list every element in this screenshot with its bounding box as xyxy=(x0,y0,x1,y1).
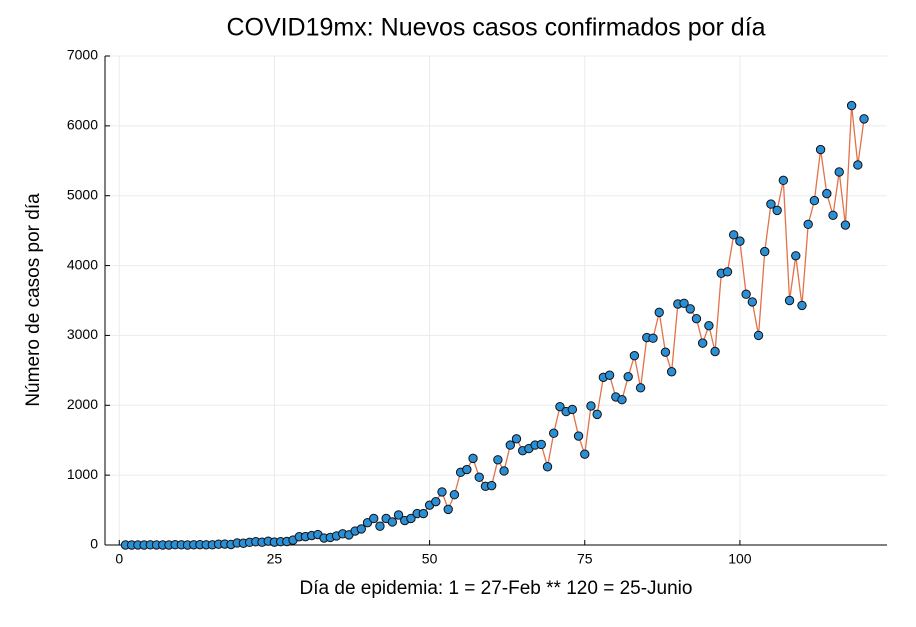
y-tick-label: 7000 xyxy=(67,47,98,63)
data-point xyxy=(635,383,646,393)
x-axis-label: Día de epidemia: 1 = 27-Feb ** 120 = 25-… xyxy=(300,578,693,599)
data-point xyxy=(853,160,863,170)
data-point xyxy=(822,188,832,199)
data-point xyxy=(685,304,695,314)
y-tick-label: 0 xyxy=(90,536,98,552)
data-point xyxy=(505,440,515,450)
data-point xyxy=(648,333,658,343)
data-point xyxy=(747,297,758,307)
data-line xyxy=(125,105,865,546)
data-point xyxy=(660,347,671,357)
data-point xyxy=(859,114,869,124)
data-point xyxy=(772,205,782,216)
data-point xyxy=(753,330,764,341)
data-point xyxy=(623,371,633,382)
data-point xyxy=(828,210,838,220)
x-tick-label: 25 xyxy=(267,551,283,567)
data-point xyxy=(375,521,385,531)
data-point xyxy=(604,370,615,380)
data-point xyxy=(840,220,851,230)
y-tick-label: 6000 xyxy=(67,117,98,133)
data-point xyxy=(493,455,503,465)
y-tick-label: 3000 xyxy=(67,326,98,342)
data-point xyxy=(666,367,677,377)
data-point xyxy=(369,513,379,524)
data-point xyxy=(741,289,751,299)
data-point xyxy=(629,350,640,361)
chart-title: COVID19mx: Nuevos casos confirmados por … xyxy=(226,14,765,42)
y-tick-label: 2000 xyxy=(67,396,98,412)
data-point xyxy=(710,346,720,357)
data-point xyxy=(697,338,708,348)
data-point xyxy=(617,394,627,405)
data-point xyxy=(803,219,813,230)
y-tick-label: 1000 xyxy=(67,466,98,482)
data-point xyxy=(691,313,702,324)
x-tick-label: 0 xyxy=(115,551,123,567)
data-point xyxy=(797,300,807,311)
data-point xyxy=(766,199,776,209)
data-point xyxy=(735,236,745,246)
data-point xyxy=(834,167,844,177)
data-point xyxy=(549,428,559,438)
x-tick-label: 50 xyxy=(422,551,438,567)
data-point xyxy=(406,513,416,524)
data-point xyxy=(784,295,795,306)
data-point xyxy=(567,404,578,415)
data-point xyxy=(778,175,789,186)
x-tick-label: 100 xyxy=(728,551,752,567)
data-point xyxy=(437,487,447,497)
data-point xyxy=(486,480,497,491)
data-point xyxy=(499,466,509,476)
data-point xyxy=(542,462,553,472)
data-point xyxy=(580,449,590,459)
data-point xyxy=(468,453,478,464)
data-point xyxy=(592,409,602,420)
data-point xyxy=(356,524,367,534)
data-point xyxy=(760,246,770,257)
data-point xyxy=(679,298,689,308)
y-tick-label: 4000 xyxy=(67,256,98,272)
data-point xyxy=(846,100,857,111)
data-point xyxy=(704,320,714,331)
data-point xyxy=(722,267,733,277)
data-point xyxy=(791,251,801,261)
data-point xyxy=(729,230,739,240)
data-point xyxy=(511,434,522,444)
y-tick-label: 5000 xyxy=(67,186,98,202)
data-point xyxy=(431,496,441,507)
data-point xyxy=(555,401,565,412)
data-point xyxy=(387,517,398,527)
data-point xyxy=(418,508,429,519)
data-point xyxy=(449,490,460,500)
data-point xyxy=(815,144,826,155)
data-point xyxy=(443,504,453,515)
data-point xyxy=(536,439,547,450)
y-axis-label: Número de casos por día xyxy=(23,193,44,407)
x-tick-label: 75 xyxy=(577,551,593,567)
data-point xyxy=(462,464,472,475)
data-point xyxy=(809,195,820,206)
data-point xyxy=(393,510,404,520)
data-point xyxy=(474,472,484,482)
data-point xyxy=(654,307,664,318)
data-point xyxy=(586,401,596,411)
data-point xyxy=(573,431,584,441)
